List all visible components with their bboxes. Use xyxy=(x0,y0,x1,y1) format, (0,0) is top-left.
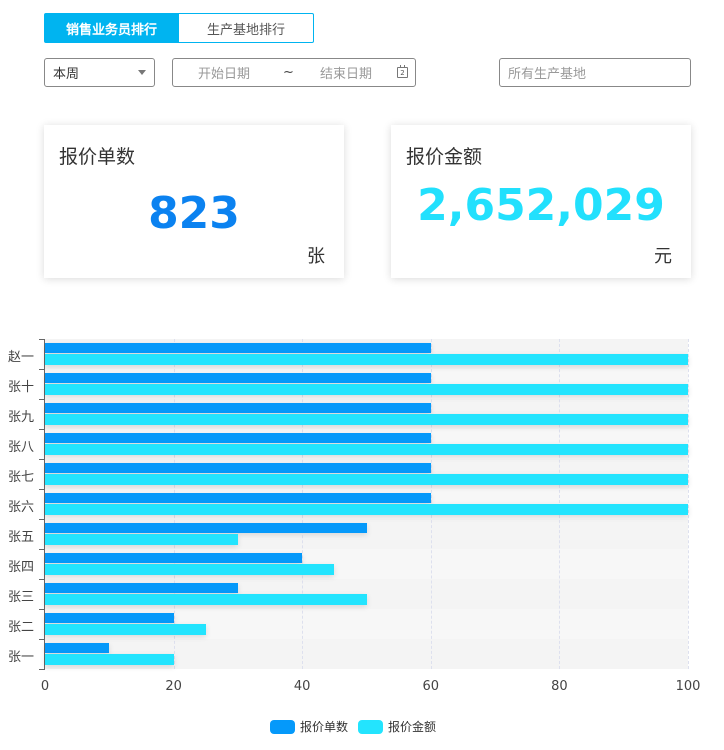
quote-amount-card: 报价金额 2,652,029 元 xyxy=(391,125,691,278)
y-category-label: 张二 xyxy=(8,620,35,635)
y-category-label: 张三 xyxy=(8,590,35,605)
card-value: 823 xyxy=(148,188,240,239)
tab-salesperson-ranking[interactable]: 销售业务员排行 xyxy=(44,13,179,43)
bar-quote-amount[interactable] xyxy=(45,473,688,485)
card-unit: 元 xyxy=(654,246,672,267)
tab-production-base-ranking[interactable]: 生产基地排行 xyxy=(179,13,314,43)
card-title: 报价金额 xyxy=(406,146,483,168)
bar-quote-amount[interactable] xyxy=(45,413,688,425)
y-category-label: 张八 xyxy=(8,440,35,455)
y-axis xyxy=(44,339,45,669)
chart-legend: 报价单数 报价金额 xyxy=(270,718,446,735)
y-tick xyxy=(39,399,45,400)
bar-quote-amount[interactable] xyxy=(45,623,206,635)
y-tick xyxy=(39,549,45,550)
legend-swatch xyxy=(358,719,384,734)
bar-quote-count[interactable] xyxy=(45,403,431,413)
legend-swatch xyxy=(270,719,295,734)
x-tick-label: 40 xyxy=(293,679,311,694)
grid-line xyxy=(688,339,689,669)
production-base-input[interactable]: 所有生产基地 xyxy=(499,58,691,87)
bar-quote-count[interactable] xyxy=(45,643,110,653)
x-tick-label: 100 xyxy=(675,679,701,694)
bar-quote-count[interactable] xyxy=(45,523,367,533)
x-tick-label: 20 xyxy=(165,679,182,694)
legend-item-quote-amount[interactable]: 报价金额 xyxy=(358,718,436,735)
y-category-label: 张一 xyxy=(8,650,35,665)
bar-quote-amount[interactable] xyxy=(45,353,688,365)
bar-quote-amount[interactable] xyxy=(45,533,238,545)
y-category-label: 张六 xyxy=(8,500,35,515)
production-base-placeholder: 所有生产基地 xyxy=(508,67,587,82)
y-category-label: 张四 xyxy=(8,560,35,575)
bar-quote-count[interactable] xyxy=(45,583,238,593)
date-range-separator: ~ xyxy=(283,65,294,80)
ranking-tabs: 销售业务员排行 生产基地排行 xyxy=(44,13,314,43)
date-range-picker[interactable]: 开始日期 ~ 结束日期 2 xyxy=(172,58,416,87)
x-tick-label: 0 xyxy=(40,679,50,694)
bar-quote-amount[interactable] xyxy=(45,383,688,395)
legend-item-quote-count[interactable]: 报价单数 xyxy=(270,718,348,735)
y-tick xyxy=(39,669,45,670)
period-select[interactable]: 本周 xyxy=(44,58,155,87)
y-category-label: 张七 xyxy=(8,470,35,485)
y-tick xyxy=(39,609,45,610)
y-tick xyxy=(39,489,45,490)
y-tick xyxy=(39,429,45,430)
bar-quote-count[interactable] xyxy=(45,553,303,563)
card-value: 2,652,029 xyxy=(417,180,665,231)
bar-quote-count[interactable] xyxy=(45,463,431,473)
bar-quote-amount[interactable] xyxy=(45,653,174,665)
y-category-label: 张九 xyxy=(8,410,35,425)
y-tick xyxy=(39,579,45,580)
x-tick-label: 60 xyxy=(422,679,440,694)
y-category-label: 张十 xyxy=(8,380,35,395)
y-category-label: 张五 xyxy=(8,530,35,545)
start-date-input[interactable]: 开始日期 xyxy=(198,67,251,82)
bar-quote-count[interactable] xyxy=(45,493,431,503)
y-tick xyxy=(39,459,45,460)
bar-quote-count[interactable] xyxy=(45,613,174,623)
y-tick xyxy=(39,519,45,520)
quote-count-card: 报价单数 823 张 xyxy=(44,125,344,278)
calendar-icon[interactable]: 2 xyxy=(397,65,408,78)
bar-quote-count[interactable] xyxy=(45,343,431,353)
bar-quote-amount[interactable] xyxy=(45,563,335,575)
card-title: 报价单数 xyxy=(59,146,136,168)
bar-quote-count[interactable] xyxy=(45,373,431,383)
end-date-input[interactable]: 结束日期 xyxy=(320,67,373,82)
y-tick xyxy=(39,639,45,640)
y-tick xyxy=(39,369,45,370)
y-category-label: 赵一 xyxy=(8,350,35,365)
x-tick-label: 80 xyxy=(551,679,568,694)
bar-quote-amount[interactable] xyxy=(45,443,688,455)
bar-quote-amount[interactable] xyxy=(45,503,688,515)
bar-quote-count[interactable] xyxy=(45,433,431,443)
bar-quote-amount[interactable] xyxy=(45,593,367,605)
legend-label: 报价金额 xyxy=(388,720,437,734)
y-tick xyxy=(39,339,45,340)
legend-label: 报价单数 xyxy=(300,720,349,734)
card-unit: 张 xyxy=(307,246,325,267)
chevron-down-icon xyxy=(138,70,146,75)
period-select-value: 本周 xyxy=(53,67,80,82)
